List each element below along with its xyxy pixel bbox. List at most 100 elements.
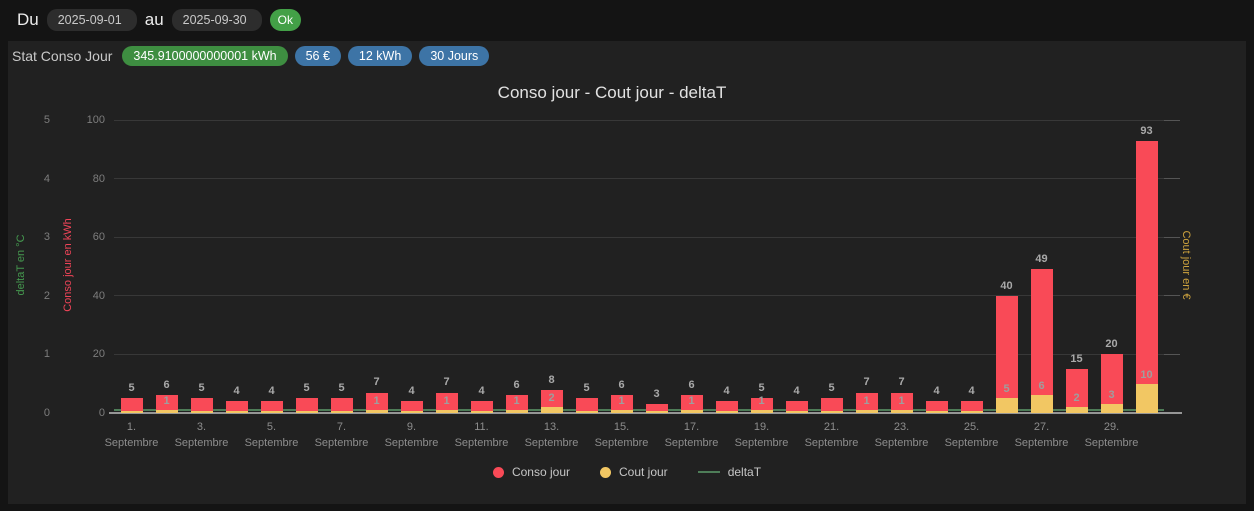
x-axis-line — [109, 412, 1182, 414]
bar-conso-value: 93 — [1140, 124, 1153, 137]
bar-cout-jour — [925, 410, 948, 413]
bar-cout-jour — [890, 410, 913, 413]
bar-cout-value: 1 — [688, 395, 695, 408]
bar-conso-value: 4 — [793, 385, 800, 398]
bar-cout-value: 1 — [863, 395, 870, 408]
x-tick-label: 27. Septembre — [1014, 421, 1069, 449]
bar-cout-jour — [820, 410, 843, 413]
bar-conso-jour — [960, 401, 983, 411]
ok-button[interactable]: Ok — [269, 9, 301, 31]
bar-cout-value: 1 — [618, 395, 625, 408]
legend-label: Conso jour — [511, 465, 570, 479]
x-tick-label: 1. Septembre — [104, 421, 159, 449]
right-axis-tick — [1164, 353, 1180, 355]
x-tick-label: 7. Septembre — [314, 421, 369, 449]
bar-cout-value: 1 — [443, 395, 450, 408]
bar-cout-jour — [225, 410, 248, 413]
bar-conso-jour — [505, 395, 528, 411]
bar-conso-jour — [715, 401, 738, 411]
y-tick-kwh: 0 — [98, 407, 105, 419]
chart-title: Conso jour - Cout jour - deltaT — [497, 83, 727, 102]
y-tick-deltat: 0 — [43, 407, 50, 419]
date-range-toolbar: Du au Ok — [0, 0, 1254, 40]
bar-conso-jour — [750, 398, 773, 411]
date-to-input[interactable] — [171, 9, 262, 31]
bar-cout-jour — [1030, 395, 1053, 413]
gridline — [114, 119, 1164, 121]
conso-jour-marker-icon — [492, 466, 504, 478]
x-tick-label: 5. Septembre — [244, 421, 299, 449]
bar-conso-value: 6 — [688, 379, 695, 392]
bar-conso-jour — [1030, 269, 1053, 396]
bar-conso-jour — [1100, 354, 1123, 405]
bar-conso-jour — [155, 395, 178, 411]
bar-conso-jour — [680, 395, 703, 411]
bar-conso-value: 5 — [583, 382, 590, 395]
bar-conso-jour — [540, 389, 563, 408]
bar-cout-jour — [260, 410, 283, 413]
bar-conso-value: 40 — [1000, 279, 1013, 292]
bar-conso-value: 4 — [408, 385, 415, 398]
legend-item-conso-jour[interactable]: Conso jour — [492, 465, 570, 479]
bar-cout-jour — [540, 407, 563, 413]
bar-cout-value: 6 — [1038, 380, 1045, 393]
bar-conso-jour — [435, 392, 458, 411]
y-tick-kwh: 100 — [86, 114, 105, 126]
bar-conso-value: 4 — [968, 385, 975, 398]
x-tick-label: 29. Septembre — [1084, 421, 1139, 449]
legend-item-deltat[interactable]: deltaT — [697, 465, 761, 479]
bar-cout-jour — [330, 410, 353, 413]
bar-cout-value: 1 — [373, 395, 380, 408]
stat-badge-avg-kwh: 12 kWh — [347, 46, 413, 66]
date-from-input[interactable] — [46, 9, 137, 31]
bar-conso-value: 6 — [618, 379, 625, 392]
gridline — [114, 178, 1164, 180]
bar-conso-value: 7 — [373, 376, 380, 389]
panel-title: Stat Conso Jour — [12, 48, 113, 64]
cout-jour-marker-icon — [599, 466, 611, 478]
chart-legend: Conso jour Cout jour deltaT — [8, 465, 1246, 479]
gridline — [114, 236, 1164, 238]
y-tick-kwh: 60 — [92, 231, 105, 244]
bar-conso-value: 6 — [163, 379, 170, 392]
y-tick-deltat: 2 — [43, 289, 50, 302]
bar-cout-jour — [645, 410, 668, 413]
deltat-marker-icon — [697, 471, 720, 473]
right-axis-tick — [1164, 295, 1180, 297]
bar-conso-jour — [470, 401, 493, 411]
bar-cout-jour — [785, 410, 808, 413]
axis-title-deltat: deltaT en °C — [15, 234, 27, 296]
bar-conso-jour — [610, 395, 633, 411]
bar-cout-jour — [120, 410, 143, 413]
bar-conso-value: 4 — [233, 385, 240, 398]
stat-badge-days-count: 30 Jours — [419, 46, 490, 66]
bar-cout-value: 1 — [513, 395, 520, 408]
bar-conso-jour — [575, 398, 598, 411]
bar-conso-jour — [1065, 369, 1088, 408]
bar-conso-value: 15 — [1070, 353, 1083, 366]
bar-conso-jour — [785, 401, 808, 411]
bar-conso-jour — [330, 398, 353, 411]
bar-cout-value: 1 — [163, 395, 170, 408]
x-tick-label: 19. Septembre — [734, 421, 789, 449]
stats-panel: Stat Conso Jour 345.9100000000001 kWh 56… — [8, 41, 1246, 504]
bar-cout-jour — [575, 410, 598, 413]
legend-item-cout-jour[interactable]: Cout jour — [599, 465, 668, 479]
bar-conso-value: 5 — [758, 382, 765, 395]
bar-conso-jour — [120, 398, 143, 411]
au-label: au — [144, 10, 164, 29]
bar-conso-jour — [1135, 140, 1158, 384]
y-tick-deltat: 1 — [43, 348, 50, 361]
bar-cout-jour — [750, 410, 773, 413]
bar-cout-jour — [715, 410, 738, 413]
y-tick-kwh: 40 — [92, 289, 105, 302]
bar-conso-value: 5 — [828, 382, 835, 395]
x-tick-label: 25. Septembre — [944, 421, 999, 449]
y-tick-deltat: 3 — [43, 231, 50, 244]
gridline — [114, 295, 1164, 297]
du-label: Du — [17, 10, 39, 29]
bar-conso-jour — [925, 401, 948, 411]
bar-cout-jour — [505, 410, 528, 413]
x-tick-label: 9. Septembre — [384, 421, 439, 449]
bar-conso-value: 5 — [128, 382, 135, 395]
